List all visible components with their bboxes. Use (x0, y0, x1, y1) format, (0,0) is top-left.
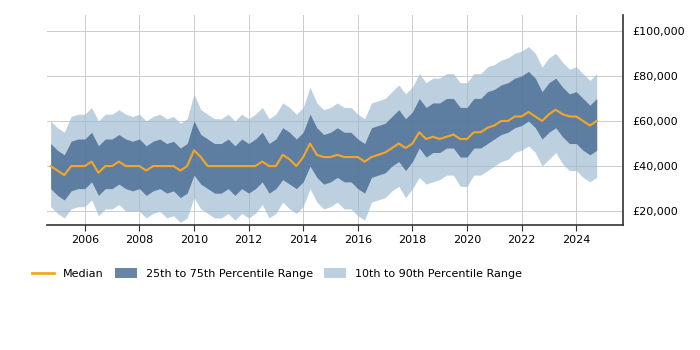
Legend: Median, 25th to 75th Percentile Range, 10th to 90th Percentile Range: Median, 25th to 75th Percentile Range, 1… (29, 265, 526, 282)
